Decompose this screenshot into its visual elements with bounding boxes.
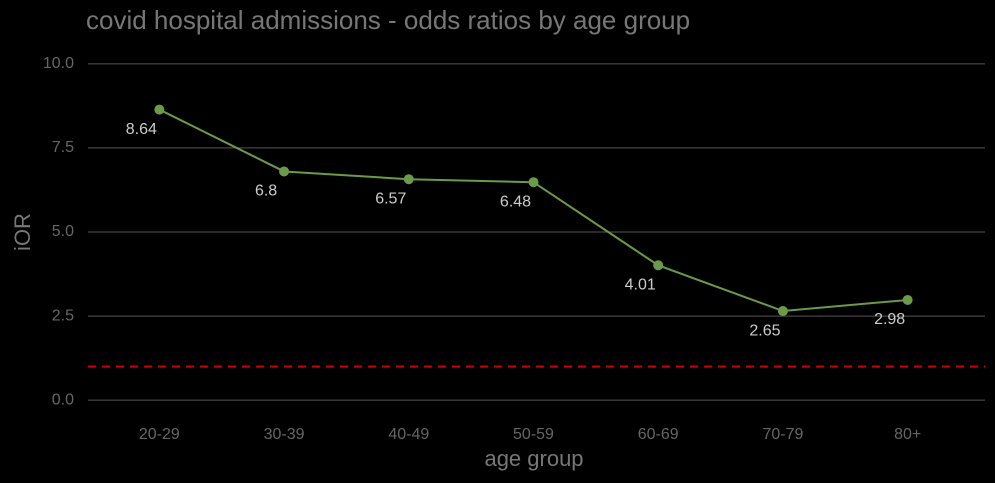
x-tick-label: 50-59 [513, 426, 554, 443]
data-label: 6.8 [255, 183, 277, 200]
x-tick-label: 20-29 [139, 426, 180, 443]
data-label: 6.48 [500, 193, 531, 210]
y-tick-label: 10.0 [43, 55, 74, 72]
data-point [653, 260, 664, 271]
x-tick-label: 80+ [894, 426, 921, 443]
data-label: 8.64 [126, 121, 157, 138]
data-point [902, 294, 913, 305]
data-point [403, 174, 414, 185]
y-tick-label: 5.0 [52, 223, 74, 240]
y-tick-label: 0.0 [52, 391, 74, 408]
x-tick-label: 30-39 [264, 426, 305, 443]
chart-title: covid hospital admissions - odds ratios … [86, 5, 690, 35]
x-axis-label: age group [484, 446, 583, 471]
y-tick-label: 7.5 [52, 139, 74, 156]
data-label: 6.57 [375, 190, 406, 207]
data-label: 2.65 [749, 322, 780, 339]
data-point [528, 177, 539, 188]
data-label: 4.01 [625, 277, 656, 294]
y-axis-label: iOR [10, 213, 35, 251]
x-tick-label: 70-79 [762, 426, 803, 443]
x-tick-label: 40-49 [388, 426, 429, 443]
data-point [279, 166, 290, 177]
x-tick-label: 60-69 [638, 426, 679, 443]
y-tick-label: 2.5 [52, 307, 74, 324]
data-line [158, 108, 908, 313]
data-point [154, 104, 165, 115]
data-point [777, 306, 788, 317]
data-label: 2.98 [874, 311, 905, 328]
